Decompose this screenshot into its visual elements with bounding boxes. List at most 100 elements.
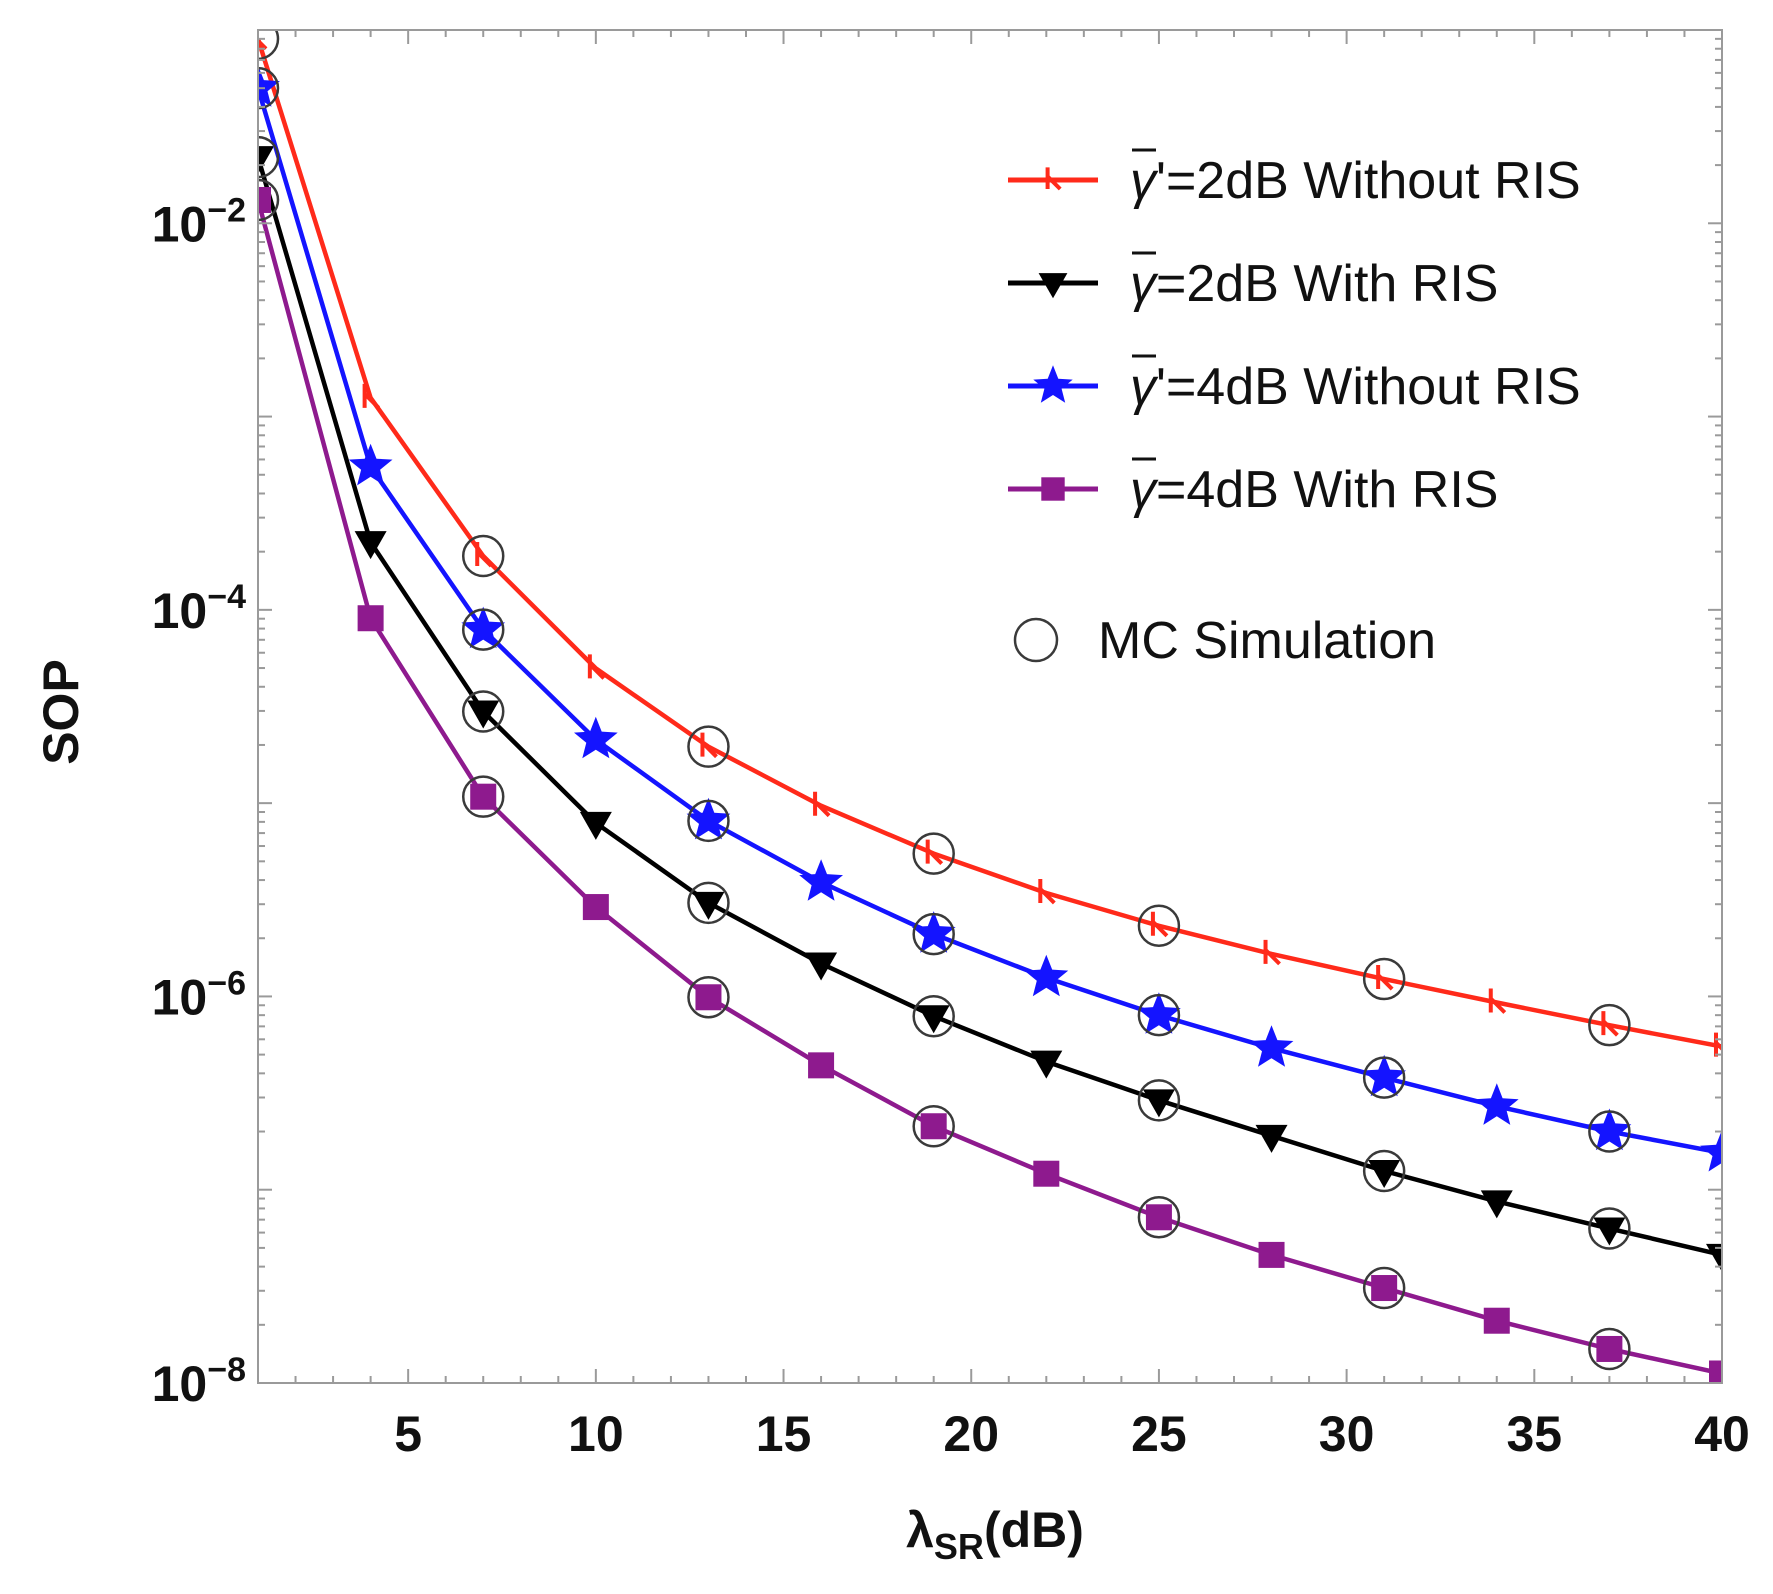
triangle-marker (1030, 1050, 1063, 1079)
mc-circle-marker (258, 30, 280, 61)
tick-marker (925, 839, 944, 866)
y-axis-title: SOP (33, 659, 89, 765)
square-marker (470, 783, 497, 810)
triangle-marker (1038, 273, 1068, 299)
tick-marker (1038, 878, 1056, 905)
tick-marker (1045, 167, 1062, 191)
triangle-marker (354, 531, 387, 560)
plot-frame (257, 29, 1723, 1384)
star-marker (1700, 1129, 1722, 1172)
legend-label: γ=2dB With RIS (1130, 255, 1498, 313)
series-1-line (258, 38, 1722, 1049)
triangle-marker (1593, 1217, 1626, 1246)
square-marker (1483, 1307, 1510, 1334)
mc-circle-marker (258, 178, 280, 222)
legend-item-mc: MC Simulation (1013, 612, 1436, 670)
mc-circle-marker (1137, 904, 1181, 948)
axes: 5 10 15 20 25 30 35 40 10−2 10−4 10−6 10−8 (152, 29, 1750, 1462)
star-marker (911, 911, 956, 953)
square-marker (1033, 1160, 1060, 1187)
legend-label: γ'=4dB Without RIS (1130, 358, 1581, 416)
square-marker (357, 605, 384, 632)
square-marker (1041, 477, 1065, 501)
mc-simulation-points (258, 30, 1631, 1371)
mc-circle-marker (1362, 957, 1406, 1001)
tick-marker (362, 383, 381, 410)
square-marker (1371, 1275, 1398, 1302)
y-tick-label: 10−6 (152, 964, 246, 1025)
star-marker (1474, 1083, 1519, 1125)
legend-label-mc: MC Simulation (1098, 612, 1436, 670)
mc-circle-marker (912, 912, 955, 956)
series-1 (258, 38, 1722, 1057)
mc-circle-marker (912, 1104, 955, 1148)
mc-circle-marker (461, 775, 505, 818)
x-axis-title-lambda: λ (906, 1502, 934, 1558)
x-tick-label: 15 (756, 1406, 812, 1462)
legend: γ'=2dB Without RIS γ=2dB With RIS γ'=4dB W… (1008, 148, 1581, 670)
x-axis-title: λSR(dB) (906, 1502, 1084, 1567)
y-tick-label: 10−2 (152, 191, 246, 252)
legend-label: γ=4dB With RIS (1130, 461, 1498, 519)
star-marker (1249, 1025, 1294, 1067)
star-marker (258, 65, 280, 107)
series-3 (258, 65, 1722, 1172)
star-marker (574, 716, 618, 759)
triangle-marker (258, 146, 274, 175)
mc-circle-marker (1362, 1149, 1406, 1193)
star-marker (461, 606, 506, 649)
tick-marker (475, 541, 493, 568)
mc-circle-marker (687, 881, 730, 925)
tick-marker (1601, 1011, 1619, 1037)
x-tick-label: 35 (1506, 1406, 1562, 1462)
y-tick-label: 10−8 (152, 1351, 246, 1412)
mc-circle-marker (1137, 1196, 1181, 1239)
square-marker (920, 1113, 947, 1140)
star-marker (1024, 954, 1069, 997)
triangle-marker (1142, 1089, 1175, 1118)
mc-circle-marker (258, 135, 280, 179)
triangle-marker (1480, 1190, 1513, 1219)
series-2 (258, 146, 1722, 1272)
x-tick-label: 25 (1131, 1406, 1187, 1462)
star-marker (1137, 992, 1181, 1034)
tick-marker (587, 654, 606, 680)
star-marker (1587, 1108, 1632, 1151)
mc-circle-marker (1137, 1079, 1181, 1122)
mc-circle-marker (1013, 617, 1059, 663)
mc-circle-marker (1362, 1056, 1406, 1099)
triangle-marker (467, 700, 500, 729)
square-marker (1145, 1204, 1172, 1231)
mc-circle-marker (1588, 1207, 1631, 1250)
square-marker (1596, 1335, 1623, 1362)
x-tick-label: 40 (1694, 1406, 1750, 1462)
series-4 (258, 186, 1722, 1383)
mc-circle-marker (912, 832, 955, 875)
triangle-marker (1706, 1243, 1722, 1272)
mc-circle-marker (1137, 993, 1181, 1037)
triangle-marker (917, 1005, 950, 1034)
star-marker (799, 859, 843, 901)
x-axis-title-unit: (dB) (984, 1502, 1084, 1558)
mc-circle-marker (1588, 1003, 1631, 1047)
legend-item-1: γ'=2dB Without RIS (1008, 148, 1581, 210)
tick-marker (1263, 939, 1281, 966)
mc-circle-marker (687, 799, 730, 843)
legend-item-2: γ=2dB With RIS (1008, 251, 1498, 313)
mc-circle-marker (1588, 1110, 1631, 1153)
mc-circle-marker (258, 66, 280, 110)
square-marker (582, 894, 609, 921)
series-2-line (258, 156, 1722, 1258)
series-4-line (258, 199, 1722, 1376)
tick-marker (1150, 911, 1169, 938)
x-tick-label: 30 (1319, 1406, 1375, 1462)
mc-circle-marker (1588, 1327, 1631, 1371)
star-marker (1033, 365, 1073, 403)
star-marker (686, 797, 731, 840)
triangle-marker (1368, 1159, 1401, 1188)
square-marker (1258, 1241, 1285, 1268)
star-marker (1362, 1054, 1406, 1097)
